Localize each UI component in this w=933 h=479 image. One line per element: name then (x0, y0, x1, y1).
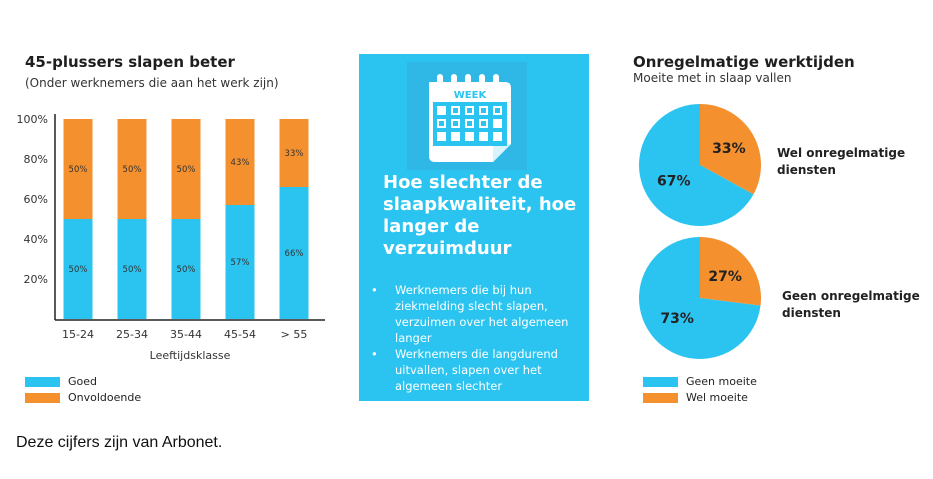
bar-data-label: 50% (69, 265, 88, 275)
bar-data-label: 50% (69, 165, 88, 175)
bar-onvoldoende (63, 119, 93, 219)
legend-label: Goed (68, 375, 98, 388)
bar-goed (225, 205, 255, 319)
bar-data-label: 50% (177, 165, 196, 175)
bar-data-label: 66% (285, 249, 304, 259)
bar-goed (117, 219, 147, 319)
bar-chart: 20% 40% 60% 80% 100% 50% 50% 15-24 50% 50% 25-34 50… (17, 113, 325, 362)
bar-data-label: 33% (285, 149, 304, 159)
legend-label: Onvoldoende (68, 391, 142, 404)
y-tick-label: 40% (24, 233, 48, 246)
x-tick-label: 25-34 (116, 328, 148, 341)
bar-onvoldoende (279, 119, 309, 187)
x-tick-label: 45-54 (224, 328, 256, 341)
bar-data-label: 43% (231, 158, 250, 168)
y-tick-label: 80% (24, 153, 48, 166)
calendar-week-icon: WEEK (407, 62, 527, 170)
bar-onvoldoende (117, 119, 147, 219)
legend-swatch-orange (643, 392, 678, 403)
y-tick-label: 60% (24, 193, 48, 206)
bar-onvoldoende (225, 119, 255, 205)
pie-slice-geen-moeite (639, 104, 754, 226)
panel-heading: Hoe slechter de slaapkwaliteit, hoe lang… (383, 172, 577, 259)
x-tick-label: > 55 (281, 328, 308, 341)
pie-data-label: 27% (708, 269, 742, 285)
bar-data-label: 50% (123, 265, 142, 275)
legend-swatch-orange (25, 392, 60, 403)
x-axis-label: Leeftijdsklasse (150, 349, 231, 362)
bar-onvoldoende (171, 119, 201, 219)
pie-slice-wel-moeite (700, 237, 761, 306)
legend-onvoldoende: Onvoldoende (25, 391, 141, 404)
x-tick-label: 35-44 (170, 328, 202, 341)
pie-charts: 33% 67% 27% 73% (639, 104, 761, 359)
calendar-week-label: WEEK (454, 90, 488, 101)
pie-chart-subtitle: Moeite met in slaap vallen (633, 71, 792, 85)
bar-data-label: 50% (123, 165, 142, 175)
bar-goed (171, 219, 201, 319)
bar-data-label: 57% (231, 258, 250, 268)
x-tick-label: 15-24 (62, 328, 94, 341)
legend-label: Geen moeite (686, 375, 757, 388)
panel-bullets: Werknemers die bij hun ziekmelding slech… (369, 282, 584, 394)
bar-data-label: 50% (177, 265, 196, 275)
bullet-item: Werknemers die langdurend uitvallen, sla… (369, 346, 584, 394)
pie-data-label: 73% (660, 311, 694, 327)
legend-goed: Goed (25, 375, 97, 388)
pie-chart-title: Onregelmatige werktijden (633, 53, 855, 71)
pie1-label: Wel onregelmatige diensten (777, 146, 906, 177)
bar-goed (279, 187, 309, 319)
pie-slice-wel-moeite (700, 104, 761, 195)
info-panel: WEEK Hoe slechter de slaapkwaliteit, hoe… (359, 54, 589, 401)
legend-label: Wel moeite (686, 391, 748, 404)
y-tick-label: 20% (24, 273, 48, 286)
bar-chart-title: 45-plussers slapen beter (25, 53, 235, 71)
pie-slice-geen-moeite (639, 237, 761, 359)
y-tick-label: 100% (17, 113, 48, 126)
legend-geen-moeite: Geen moeite (643, 375, 757, 388)
legend-swatch-blue (643, 376, 678, 387)
legend-swatch-blue (25, 376, 60, 387)
legend-wel-moeite: Wel moeite (643, 391, 748, 404)
pie-data-label: 33% (712, 141, 746, 157)
bullet-item: Werknemers die bij hun ziekmelding slech… (369, 282, 584, 346)
pie2-label: Geen onregelmatige diensten (782, 289, 920, 320)
bar-goed (63, 219, 93, 319)
bar-chart-subtitle: (Onder werknemers die aan het werk zijn) (25, 76, 279, 90)
pie-data-label: 67% (657, 174, 691, 190)
footer-text: Deze cijfers zijn van Arbonet. (16, 434, 223, 451)
